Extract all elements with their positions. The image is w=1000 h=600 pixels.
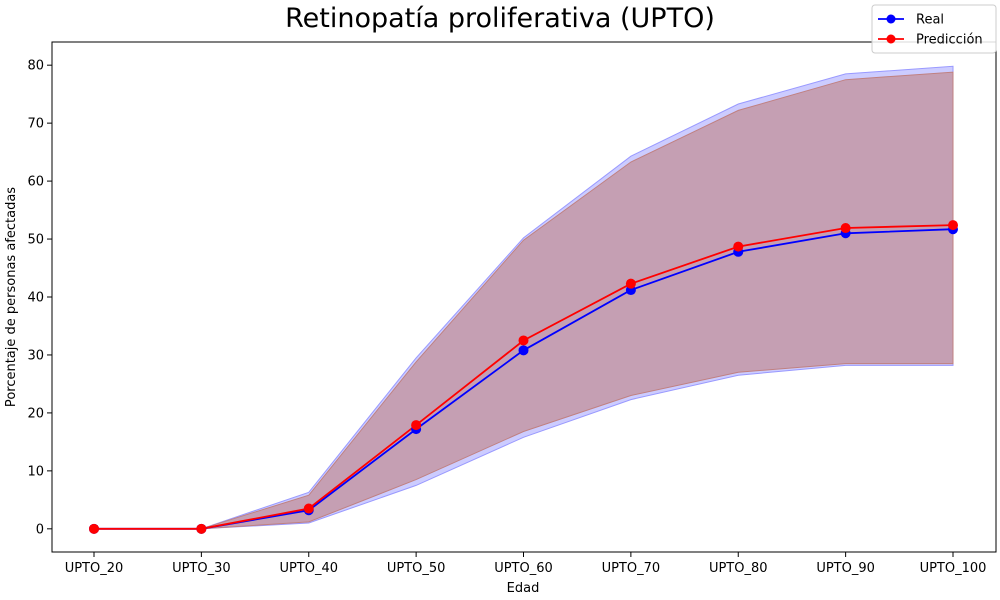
- point-prediccion: [733, 241, 744, 252]
- y-tick-label: 0: [36, 522, 44, 537]
- series-points: [89, 220, 958, 534]
- legend-label-real: Real: [916, 13, 944, 28]
- x-tick-label: UPTO_70: [602, 561, 661, 576]
- y-tick-label: 80: [27, 59, 44, 74]
- x-tick-label: UPTO_100: [920, 561, 987, 576]
- x-tick-label: UPTO_30: [172, 561, 231, 576]
- x-tick-label: UPTO_80: [709, 561, 768, 576]
- y-axis-ticks: 0 10 20 30 40 50 60 70 80: [27, 59, 52, 537]
- legend-marker-prediccion: [886, 34, 896, 44]
- y-tick-label: 20: [27, 406, 44, 421]
- x-tick-label: UPTO_90: [816, 561, 875, 576]
- point-prediccion: [303, 503, 314, 514]
- x-tick-label: UPTO_40: [279, 561, 338, 576]
- chart-title: Retinopatía proliferativa (UPTO): [285, 3, 715, 34]
- legend-box: [871, 4, 997, 54]
- point-prediccion: [625, 278, 636, 289]
- confidence-bands: [94, 65, 954, 530]
- point-prediccion: [948, 220, 958, 231]
- y-axis-title: Porcentaje de personas afectadas: [4, 187, 19, 407]
- band-prediccion: [94, 71, 954, 530]
- y-tick-label: 30: [27, 348, 44, 363]
- y-tick-label: 40: [27, 291, 44, 306]
- x-tick-label: UPTO_50: [387, 561, 446, 576]
- x-tick-label: UPTO_20: [65, 561, 124, 576]
- legend: Real Predicción: [871, 4, 997, 54]
- point-prediccion: [196, 523, 207, 534]
- x-axis-title: Edad: [507, 581, 540, 596]
- y-tick-label: 60: [27, 175, 44, 190]
- legend-label-prediccion: Predicción: [916, 33, 983, 48]
- point-prediccion: [89, 523, 99, 534]
- point-prediccion: [840, 223, 851, 234]
- y-tick-label: 10: [27, 464, 44, 479]
- point-prediccion: [518, 335, 529, 346]
- x-tick-label: UPTO_60: [494, 561, 553, 576]
- point-prediccion: [411, 420, 422, 431]
- legend-marker-real: [886, 14, 896, 24]
- y-tick-label: 70: [27, 117, 44, 132]
- point-real: [518, 345, 529, 356]
- y-tick-label: 50: [27, 233, 44, 248]
- x-axis-ticks: UPTO_20 UPTO_30 UPTO_40 UPTO_50 UPTO_60 UPTO_…: [65, 552, 987, 576]
